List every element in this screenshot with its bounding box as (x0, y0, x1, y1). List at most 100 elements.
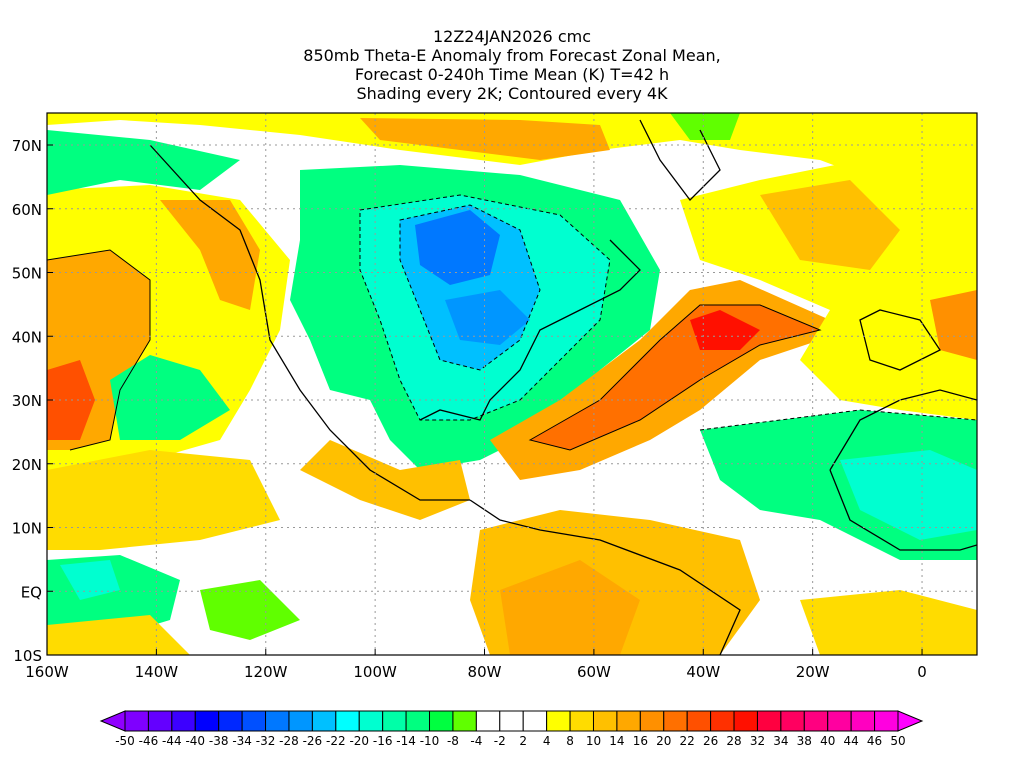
great-lakes-blue (445, 290, 530, 345)
colorbar: -50 -46 -44 -40 -38 -34 -32 -28 -26 -22 -20 -16 -14-… (99, 710, 924, 748)
colorbar-label: -28 (279, 734, 299, 748)
hudson-bay-blue-core (415, 210, 500, 285)
title-variable: 850mb Theta-E Anomaly from Forecast Zona… (303, 46, 721, 65)
lon-label: 160W (25, 663, 69, 681)
title-shading-info: Shading every 2K; Contoured every 4K (356, 84, 668, 103)
colorbar-label: 38 (797, 734, 812, 748)
atlantic-red-core (690, 310, 760, 350)
colorbar-label: 46 (867, 734, 882, 748)
lon-label: 100W (353, 663, 397, 681)
colorbar-box (147, 710, 173, 732)
shaded-field (47, 113, 977, 655)
colorbar-label: -26 (303, 734, 323, 748)
colorbar-box (335, 710, 360, 732)
contour-lines (47, 194, 977, 451)
colorbar-label: -40 (185, 734, 205, 748)
colorbar-box (710, 710, 735, 732)
colorbar-box (850, 710, 876, 732)
ne-atlantic-orange (760, 180, 900, 270)
lat-label: EQ (21, 583, 42, 601)
lat-label: 50N (12, 265, 42, 283)
ne-atlantic-warm (680, 160, 977, 420)
plot-frame (46, 112, 978, 656)
colorbar-label: -16 (373, 734, 393, 748)
colorbar-label: 2 (519, 734, 527, 748)
colorbar-label: -38 (209, 734, 229, 748)
lat-label: 60N (12, 201, 42, 219)
colorbar-label: 34 (773, 734, 788, 748)
colorbar-box (358, 710, 384, 732)
colorbar-box (124, 710, 149, 732)
alaska-orange (160, 200, 260, 310)
colorbar-box (522, 710, 548, 732)
lat-label: 30N (12, 392, 42, 410)
colorbar-label: -44 (162, 734, 182, 748)
colorbar-label: -20 (349, 734, 369, 748)
colorbar-label: 8 (566, 734, 574, 748)
lon-label: 140W (135, 663, 179, 681)
colorbar-box (382, 710, 407, 732)
colorbar-box (756, 710, 782, 732)
colorbar-label: -2 (494, 734, 506, 748)
lon-label: 60W (577, 663, 611, 681)
colorbar-label: 10 (586, 734, 601, 748)
south-pacific-warm (47, 615, 190, 655)
greenland-green (670, 113, 740, 140)
lat-label: 40N (12, 328, 42, 346)
colorbar-label: 44 (844, 734, 859, 748)
colorbar-label: -8 (447, 734, 459, 748)
coastlines (149, 119, 977, 655)
colorbar-label: 20 (656, 734, 671, 748)
colorbar-box (241, 710, 267, 732)
title-forecast-period: Forecast 0-240h Time Mean (K) T=42 h (354, 65, 670, 84)
colorbar-label: 50 (890, 734, 905, 748)
colorbar-box (592, 710, 618, 732)
south-atlantic-warm (800, 590, 977, 655)
east-pacific-green-patch (200, 580, 300, 640)
lon-label: 40W (686, 663, 720, 681)
south-america-orange (500, 560, 640, 655)
colorbar-label: -14 (396, 734, 416, 748)
colorbar-label: -4 (470, 734, 482, 748)
colorbar-label: -34 (232, 734, 252, 748)
colorbar-box (546, 710, 571, 732)
colorbar-label: -22 (326, 734, 346, 748)
colorbar-label: 26 (703, 734, 718, 748)
europe-orange (930, 290, 977, 360)
colorbar-box (686, 710, 712, 732)
tropical-pacific-warm (47, 450, 280, 550)
colorbar-label: 22 (680, 734, 695, 748)
colorbar-box (499, 710, 524, 732)
colorbar-box (616, 710, 641, 732)
colorbar-label: -46 (139, 734, 159, 748)
lon-label: 120W (244, 663, 288, 681)
colorbar-box (663, 710, 688, 732)
title-date-model: 12Z24JAN2026 cmc (432, 27, 591, 46)
south-pacific-cyan (60, 560, 120, 600)
colorbar-label: 32 (750, 734, 765, 748)
colorbar-label: -32 (256, 734, 276, 748)
africa-cyan-core (840, 450, 977, 540)
colorbar-label: 4 (543, 734, 551, 748)
lon-label: 0 (917, 663, 927, 681)
colorbar-label: -50 (115, 734, 135, 748)
colorbar-box (171, 710, 196, 732)
colorbar-label: 16 (633, 734, 648, 748)
colorbar-box (194, 710, 220, 732)
pacific-green-patch (110, 355, 230, 440)
colorbar-box (475, 710, 501, 732)
colorbar-box (780, 710, 805, 732)
colorbar-under-triangle (99, 710, 126, 732)
colorbar-box (827, 710, 852, 732)
lat-label: 10N (12, 520, 42, 538)
lat-label: 20N (12, 456, 42, 474)
lon-label: 80W (468, 663, 502, 681)
north-pacific-green (47, 130, 240, 195)
colorbar-box (569, 710, 594, 732)
graticule (47, 113, 977, 655)
colorbar-label: 28 (726, 734, 741, 748)
colorbar-box (288, 710, 313, 732)
lat-label: 10S (13, 647, 42, 665)
colorbar-label: 40 (820, 734, 835, 748)
